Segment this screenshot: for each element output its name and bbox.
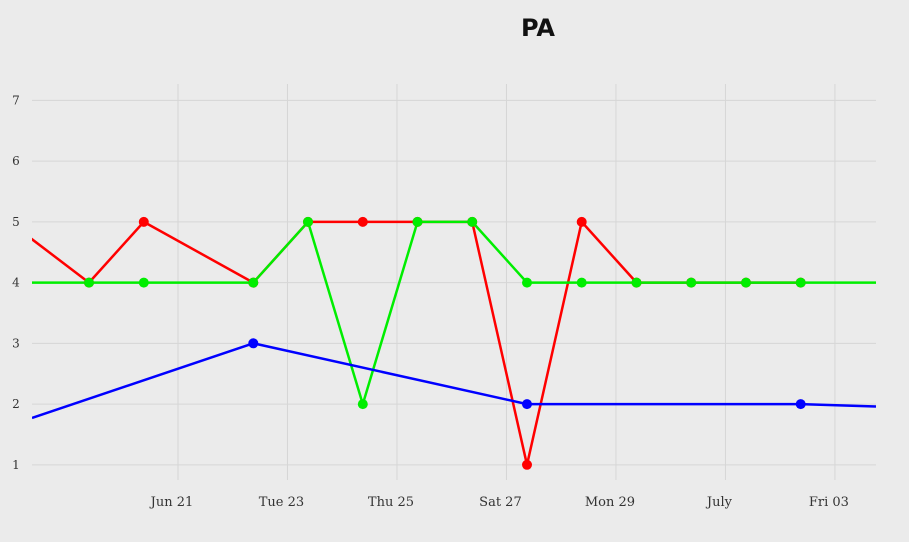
data-point-series-2[interactable] [741, 277, 751, 288]
data-point-series-2[interactable] [84, 277, 94, 288]
grid [32, 84, 876, 480]
data-point-series-2[interactable] [631, 277, 642, 288]
x-tick-label: Mon 29 [585, 495, 635, 510]
data-point-series-2[interactable] [248, 277, 259, 288]
y-tick-label: 2 [12, 397, 20, 411]
x-tick-label: July [705, 495, 733, 510]
series-line-3 [32, 342, 876, 420]
data-point-series-1[interactable] [138, 216, 149, 227]
y-tick-label: 4 [12, 276, 20, 290]
x-tick-label: Fri 03 [809, 495, 849, 510]
y-tick-label: 1 [12, 458, 20, 472]
data-point-series-1[interactable] [522, 459, 532, 470]
data-point-series-2[interactable] [522, 277, 532, 288]
data-point-series-1[interactable] [357, 216, 368, 227]
y-tick-label: 7 [12, 93, 20, 107]
x-axis: Jun 21 Tue 23 Thu 25 Sat 27 Mon 29 July Fri 03 [149, 495, 849, 510]
data-point-series-3[interactable] [248, 338, 259, 349]
x-tick-label: Jun 21 [149, 495, 194, 510]
data-point-series-2[interactable] [795, 277, 806, 288]
data-point-series-2[interactable] [303, 216, 313, 227]
data-point-series-2[interactable] [467, 216, 478, 227]
data-point-series-3[interactable] [795, 399, 806, 410]
x-tick-label: Thu 25 [368, 495, 414, 510]
series-line-2 [32, 220, 876, 406]
data-point-series-2[interactable] [576, 277, 587, 288]
data-point-series-2[interactable] [412, 216, 423, 227]
data-point-series-2[interactable] [357, 399, 368, 410]
data-point-series-3[interactable] [522, 399, 532, 410]
y-axis: 1 2 3 4 5 6 7 [12, 93, 20, 471]
y-tick-label: 5 [12, 215, 20, 229]
y-tick-label: 6 [12, 154, 20, 168]
series-markers [84, 216, 806, 470]
x-tick-label: Sat 27 [479, 495, 522, 510]
x-tick-label: Tue 23 [259, 495, 304, 510]
data-point-series-2[interactable] [686, 277, 697, 288]
data-point-series-1[interactable] [576, 216, 587, 227]
data-point-series-2[interactable] [138, 277, 149, 288]
y-tick-label: 3 [12, 336, 20, 350]
